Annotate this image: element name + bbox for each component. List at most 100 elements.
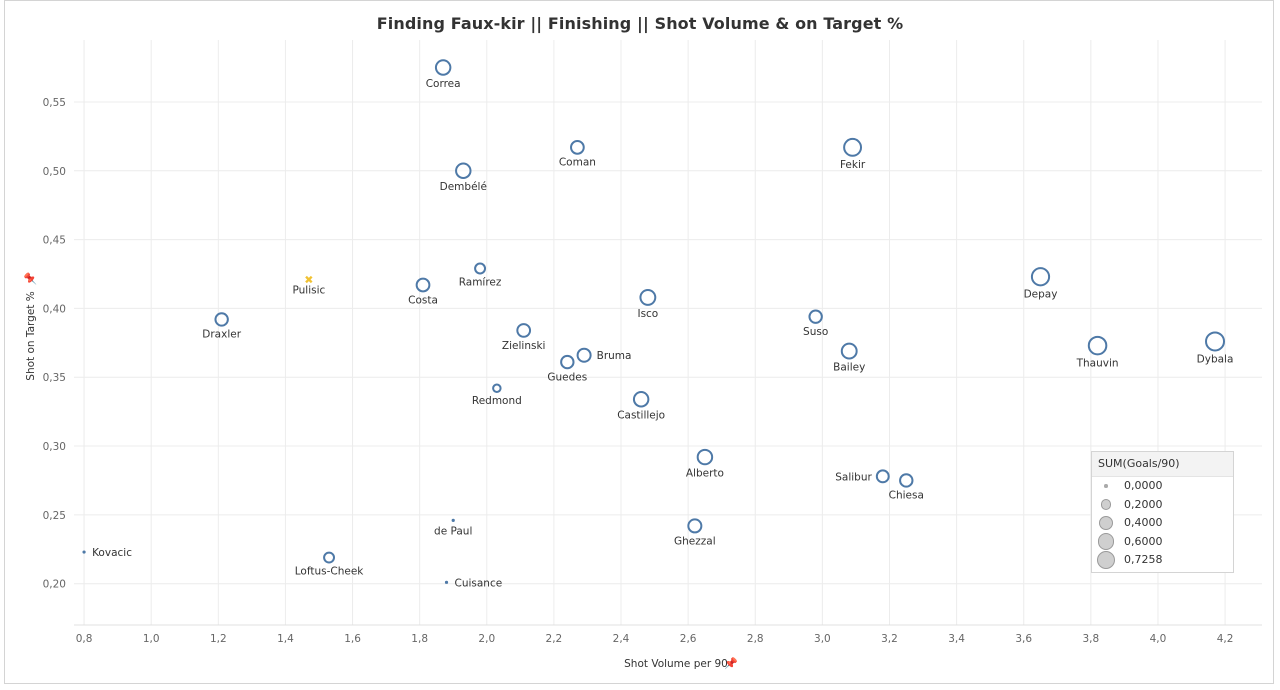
point-label: Coman xyxy=(559,157,596,169)
data-point-thauvin[interactable] xyxy=(1087,335,1108,356)
data-point-depay[interactable] xyxy=(1030,267,1051,287)
legend-entry-label: 0,2000 xyxy=(1124,497,1163,511)
x-axis-pin-icon[interactable]: 📌 xyxy=(724,656,738,670)
y-axis-pin-icon[interactable]: 📌 xyxy=(23,272,37,286)
data-point-loftus-cheek[interactable] xyxy=(323,551,336,564)
data-point-draxler[interactable] xyxy=(214,312,229,327)
legend-size-dot xyxy=(1100,499,1112,510)
y-tick-label: 0,35 xyxy=(43,372,66,384)
data-point-ghezzal[interactable] xyxy=(687,518,703,534)
point-label: Alberto xyxy=(686,467,724,479)
x-tick-label: 2,0 xyxy=(478,633,495,645)
x-tick-label: 1,2 xyxy=(210,633,227,645)
legend-size-dot xyxy=(1104,484,1108,488)
x-axis-title: Shot Volume per 90 xyxy=(624,658,728,670)
data-point-bailey[interactable] xyxy=(840,342,858,360)
data-point-pulisic[interactable]: ✖ xyxy=(304,274,313,287)
data-point-castillejo[interactable] xyxy=(632,391,650,408)
x-tick-label: 3,0 xyxy=(814,633,831,645)
point-label: de Paul xyxy=(434,525,472,537)
legend-entry: 0,4000 xyxy=(1092,514,1233,533)
legend-entry: 0,6000 xyxy=(1092,533,1233,552)
y-tick-label: 0,50 xyxy=(43,166,66,178)
x-tick-label: 2,6 xyxy=(680,633,697,645)
size-legend: SUM(Goals/90) 0,0000 0,2000 0,4000 0,6000 0,… xyxy=(1091,451,1234,573)
data-point-ram-rez[interactable] xyxy=(474,262,487,275)
legend-size-dot xyxy=(1097,533,1115,550)
data-point-zielinski[interactable] xyxy=(516,323,532,338)
point-label: Correa xyxy=(426,78,461,90)
data-point-guedes[interactable] xyxy=(560,354,575,370)
x-tick-label: 1,0 xyxy=(143,633,160,645)
data-point-fekir[interactable] xyxy=(843,137,863,157)
point-label: Draxler xyxy=(202,329,241,341)
x-tick-label: 4,2 xyxy=(1217,633,1234,645)
legend-entry-label: 0,4000 xyxy=(1124,516,1163,529)
data-point-alberto[interactable] xyxy=(696,448,714,466)
data-point-costa[interactable] xyxy=(415,277,431,293)
legend-entry: 0,0000 xyxy=(1092,477,1233,496)
point-label: Redmond xyxy=(472,395,522,407)
legend-entry-label: 0,7258 xyxy=(1124,553,1163,566)
point-label: Ghezzal xyxy=(674,535,716,547)
point-label: Depay xyxy=(1024,288,1058,300)
data-point-demb-l-[interactable] xyxy=(455,162,472,179)
legend-entry-label: 0,6000 xyxy=(1124,534,1163,548)
x-tick-label: 2,4 xyxy=(613,633,630,645)
data-point-isco[interactable] xyxy=(639,288,657,306)
legend-size-dot xyxy=(1098,515,1114,531)
point-label: Pulisic xyxy=(293,285,326,297)
point-label: Guedes xyxy=(547,371,587,383)
point-label: Ramírez xyxy=(459,276,502,288)
data-point-salibur[interactable] xyxy=(875,469,890,484)
legend-entry-label: 0,0000 xyxy=(1124,479,1163,492)
y-tick-label: 0,40 xyxy=(43,303,66,315)
x-axis-ticks: 0,8 1,0 1,2 1,4 1,6 1,8 2,0 2,2 2,4 2,6 2,8 3,0 3,2 3… xyxy=(76,633,1234,645)
x-tick-label: 0,8 xyxy=(76,633,93,645)
data-point-chiesa[interactable] xyxy=(899,473,914,488)
data-point-bruma[interactable] xyxy=(576,347,592,363)
point-label: Dybala xyxy=(1197,353,1234,365)
x-tick-label: 3,2 xyxy=(881,633,898,645)
point-label: Isco xyxy=(637,308,658,320)
point-label: Bruma xyxy=(597,350,632,362)
data-point-kovacic[interactable] xyxy=(82,550,86,554)
point-labels: Correa Coman Fekir Dembélé Depay Pulisic Ramír… xyxy=(92,78,1233,590)
chart-frame xyxy=(4,0,1274,684)
chart-title: Finding Faux-kir || Finishing || Shot Vo… xyxy=(376,14,904,33)
point-label: Fekir xyxy=(840,159,866,171)
point-label: Kovacic xyxy=(92,547,132,559)
data-point-redmond[interactable] xyxy=(492,383,502,393)
y-tick-label: 0,30 xyxy=(43,441,66,453)
legend-size-dot xyxy=(1097,551,1115,569)
x-tick-label: 1,6 xyxy=(344,633,361,645)
x-tick-label: 3,8 xyxy=(1082,633,1099,645)
legend-title: SUM(Goals/90) xyxy=(1092,452,1233,477)
legend-entry: 0,2000 xyxy=(1092,496,1233,515)
data-point-cuisance[interactable] xyxy=(444,580,449,584)
legend-entry: 0,7258 xyxy=(1092,551,1233,570)
y-tick-label: 0,20 xyxy=(43,579,66,591)
data-points: ✖ xyxy=(82,59,1226,584)
y-tick-label: 0,55 xyxy=(43,97,66,109)
x-tick-label: 1,8 xyxy=(411,633,428,645)
data-point-dybala[interactable] xyxy=(1205,331,1226,352)
point-label: Suso xyxy=(803,326,828,338)
data-point-de-paul[interactable] xyxy=(451,518,455,522)
point-label: Zielinski xyxy=(502,340,546,352)
x-tick-label: 2,2 xyxy=(546,633,563,645)
point-label: Loftus-Cheek xyxy=(295,566,365,578)
y-tick-label: 0,45 xyxy=(43,235,66,247)
x-tick-label: 1,4 xyxy=(277,633,294,645)
data-point-suso[interactable] xyxy=(808,309,823,324)
x-tick-label: 4,0 xyxy=(1150,633,1167,645)
data-point-coman[interactable] xyxy=(570,140,585,155)
x-tick-label: 3,4 xyxy=(948,633,965,645)
point-label: Dembélé xyxy=(440,181,487,193)
point-label: Thauvin xyxy=(1076,357,1119,369)
point-label: Costa xyxy=(408,294,438,306)
point-label: Cuisance xyxy=(455,577,503,589)
data-point-correa[interactable] xyxy=(434,59,452,76)
y-tick-label: 0,25 xyxy=(43,510,66,522)
